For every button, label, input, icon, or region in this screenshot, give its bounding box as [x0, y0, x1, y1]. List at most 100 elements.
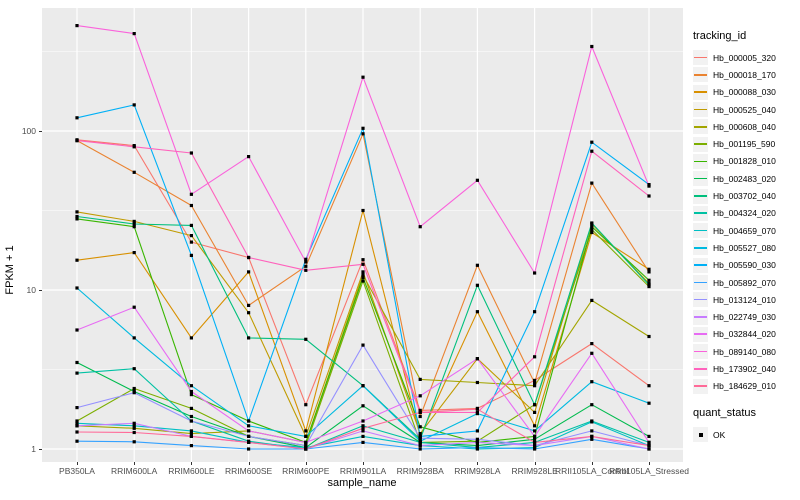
data-point: [361, 343, 365, 347]
legend-item: Hb_004324_020: [693, 205, 799, 222]
legend-item-label: Hb_000525_040: [713, 104, 776, 115]
legend-item: Hb_173902_040: [693, 360, 799, 377]
data-point: [418, 394, 422, 398]
quant-status-legend: quant_status OK: [693, 407, 799, 443]
data-point: [247, 419, 251, 423]
legend-item: Hb_000005_320: [693, 49, 799, 66]
data-point: [75, 424, 79, 428]
data-point: [75, 360, 79, 365]
data-point: [533, 384, 537, 388]
legend-key-box: [693, 275, 708, 290]
y-tick-mark: [39, 131, 42, 132]
legend-item-label: Hb_004659_070: [713, 225, 776, 236]
data-point: [132, 386, 136, 391]
legend-item: Hb_001828_010: [693, 153, 799, 170]
data-point: [647, 447, 651, 451]
data-point: [189, 234, 193, 238]
legend-item-label: Hb_173902_040: [713, 363, 776, 374]
legend-line-swatch: [694, 74, 707, 76]
legend-item-label: Hb_000005_320: [713, 52, 776, 63]
legend-key-box: [693, 361, 708, 377]
legend-item-label: Hb_001195_590: [713, 139, 776, 150]
data-point: [132, 430, 136, 435]
data-point: [132, 145, 136, 149]
legend-item-label: Hb_004324_020: [713, 208, 776, 219]
data-point: [247, 447, 251, 451]
legend-item-label: Hb_002483_020: [713, 173, 776, 184]
legend-line-swatch: [694, 350, 707, 353]
data-point: [75, 210, 79, 214]
data-point: [132, 103, 136, 107]
data-point: [418, 434, 422, 438]
legend-key-box: [693, 309, 708, 325]
data-point: [361, 258, 365, 262]
legend-item: Hb_000525_040: [693, 101, 799, 118]
data-point: [304, 260, 308, 264]
data-point: [132, 170, 136, 174]
data-point: [132, 336, 136, 340]
data-point: [418, 432, 422, 436]
legend-item: Hb_004659_070: [693, 222, 799, 239]
legend-item-label: Hb_089140_080: [713, 346, 776, 357]
legend-item-ok: OK: [693, 426, 799, 443]
data-point: [475, 444, 479, 448]
data-point: [75, 419, 79, 423]
legend-key-box: [693, 223, 708, 239]
legend-key-box: [693, 84, 708, 100]
legend-item: Hb_000088_030: [693, 84, 799, 101]
legend-key-box: [693, 378, 708, 394]
x-tick-label: RRII105LA_Stressed: [609, 466, 689, 476]
data-point: [647, 283, 651, 287]
legend-item-label: Hb_032844_020: [713, 329, 776, 340]
legend-item: Hb_089140_080: [693, 343, 799, 360]
legend-key-box: [693, 205, 708, 221]
data-point: [189, 444, 193, 448]
legend-line-swatch: [694, 160, 707, 163]
data-point: [533, 271, 537, 275]
x-tick-label: RRIM928BA: [396, 466, 444, 476]
data-point: [247, 440, 251, 444]
legend-key-box: [693, 102, 708, 118]
data-point: [75, 406, 79, 410]
x-tick-label: RRIM600LA: [111, 466, 158, 476]
data-point: [189, 203, 193, 208]
data-point: [647, 334, 651, 339]
data-point: [361, 404, 365, 408]
data-point: [247, 434, 251, 438]
data-point: [189, 389, 193, 394]
data-point: [189, 414, 193, 419]
legend-line-swatch: [694, 108, 707, 111]
data-point: [418, 414, 422, 419]
data-point: [647, 270, 651, 274]
legend-key-box: [693, 171, 708, 187]
data-point: [132, 440, 136, 444]
legend-item: Hb_022749_030: [693, 308, 799, 325]
legend-key-box: [693, 136, 708, 152]
legend-items: Hb_000005_320 Hb_000018_170 Hb_000088_030 H…: [693, 49, 799, 395]
data-point: [475, 263, 479, 267]
data-point: [132, 251, 136, 255]
data-point: [533, 310, 537, 314]
legend-line-swatch: [694, 143, 707, 145]
data-point: [132, 426, 136, 430]
x-tick-mark: [477, 462, 479, 465]
legend-item: Hb_001195_590: [693, 135, 799, 152]
legend-item: Hb_005590_030: [693, 257, 799, 274]
data-point: [533, 440, 537, 444]
legend-line-swatch: [694, 247, 707, 249]
x-axis-title: sample_name: [327, 477, 397, 489]
data-point: [247, 303, 251, 307]
data-point: [418, 439, 422, 443]
data-point: [647, 194, 651, 198]
data-point: [361, 270, 365, 274]
data-point: [189, 192, 193, 196]
data-point: [75, 24, 79, 28]
legend-item-label: Hb_005527_080: [713, 242, 776, 253]
legend-key-box: [693, 67, 708, 83]
data-point: [590, 149, 594, 153]
x-tick-label: RRIM600LE: [168, 466, 215, 476]
data-point: [247, 255, 251, 260]
data-point: [590, 181, 594, 185]
legend-item: Hb_003702_040: [693, 187, 799, 204]
data-point: [75, 214, 79, 219]
